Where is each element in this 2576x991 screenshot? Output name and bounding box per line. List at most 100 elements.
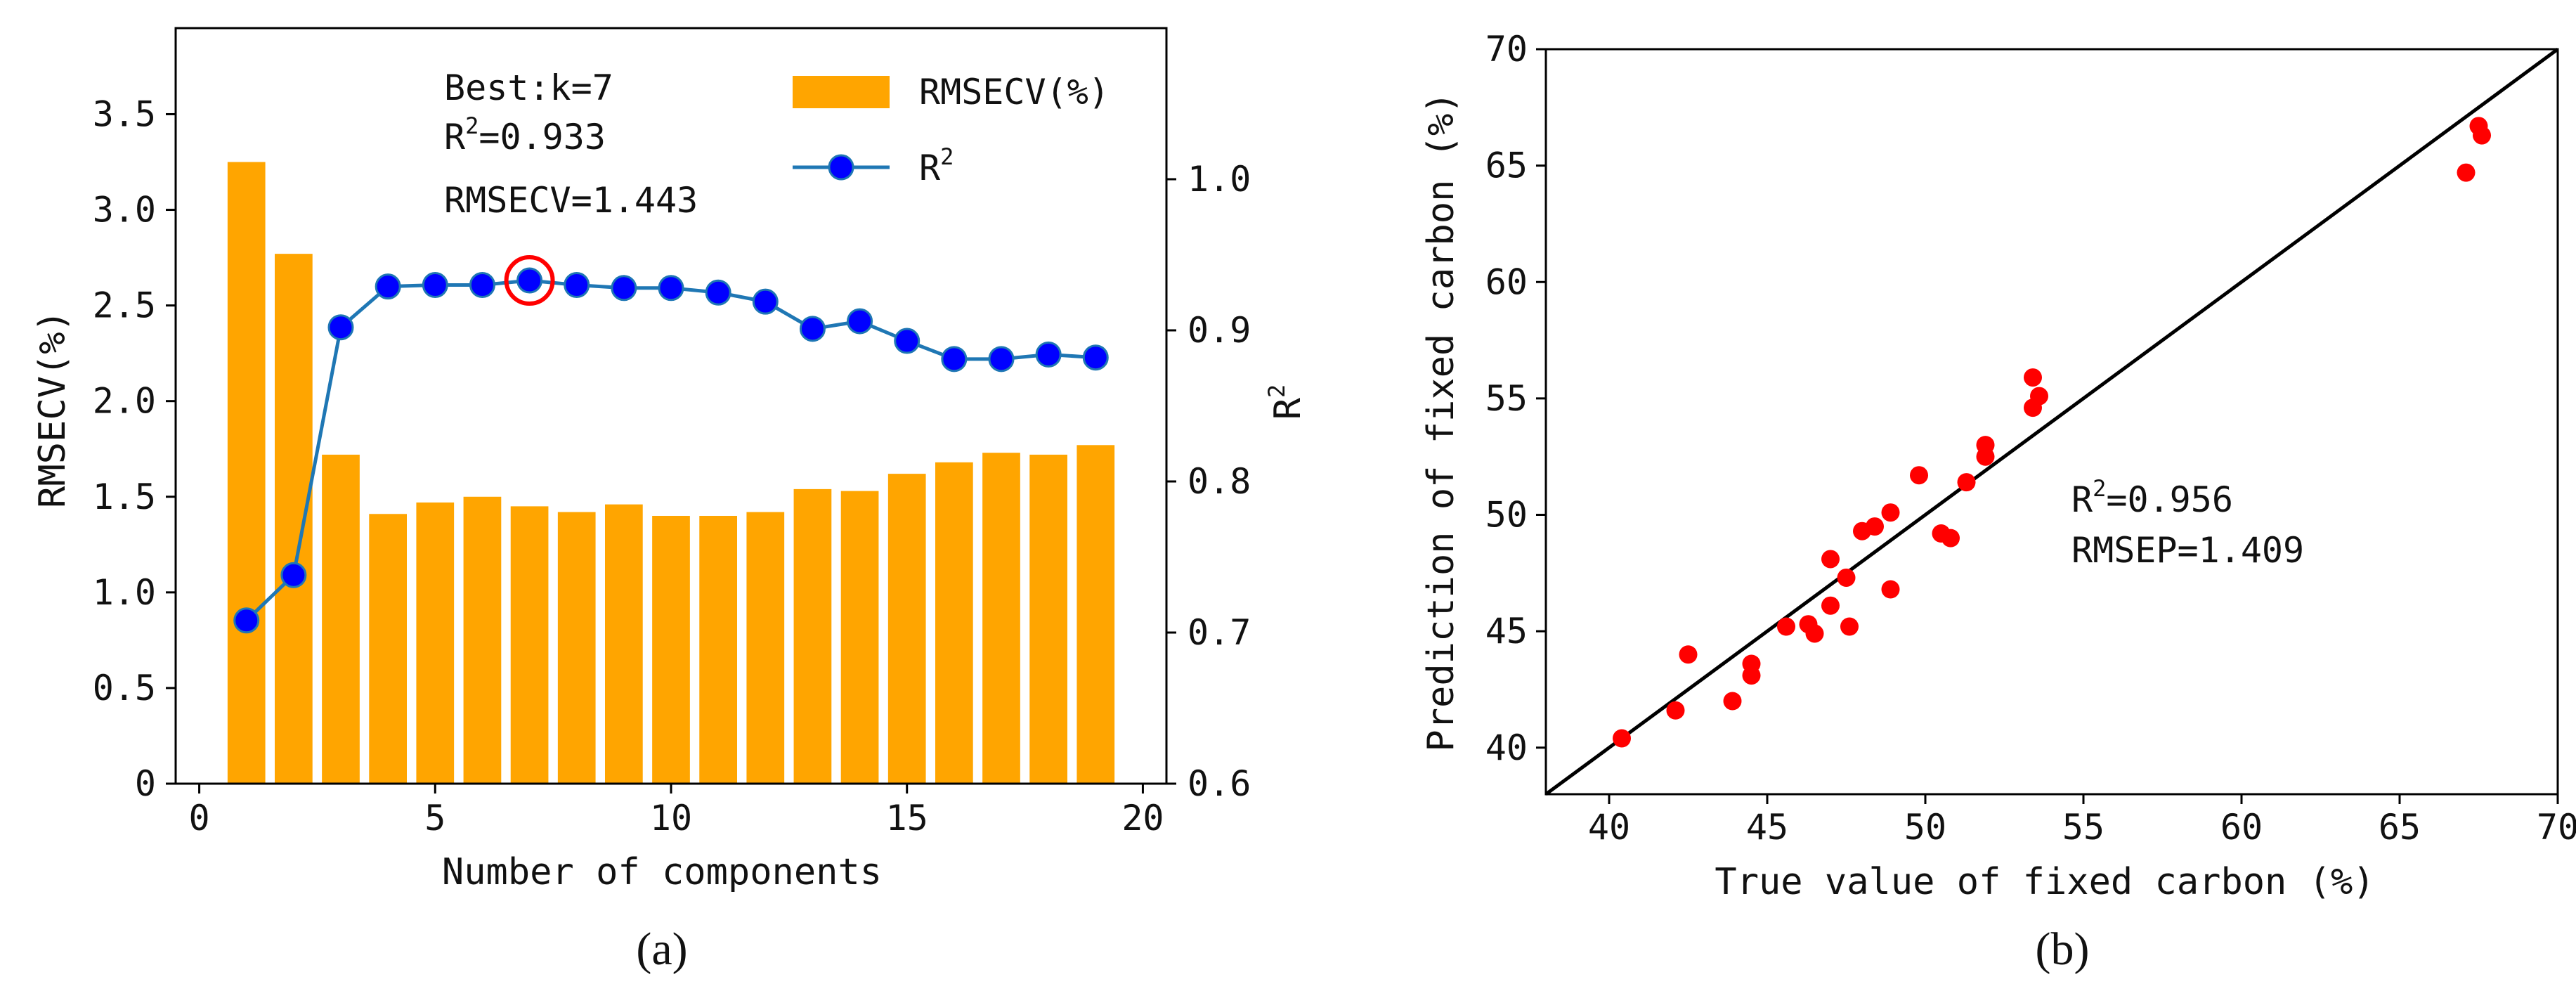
- y-left-tick-label: 0.5: [93, 668, 156, 708]
- rmsecv-bar: [1076, 445, 1115, 784]
- x-axis-label-a: Number of components: [442, 851, 882, 893]
- x-tick-label: 60: [2220, 807, 2263, 848]
- r2-point: [894, 328, 921, 354]
- x-axis-ticks-b: 40 45 50 55 60 65 70: [1588, 794, 2576, 848]
- y-right-tick-label: 0.7: [1188, 612, 1251, 653]
- y-left-tick-label: 3.5: [93, 93, 156, 134]
- r2-point: [422, 272, 448, 298]
- y-left-tick-label: 1.5: [93, 477, 156, 517]
- x-tick-label: 45: [1746, 807, 1788, 848]
- legend-swatch-rmsecv: [793, 76, 890, 108]
- caption-b: (b): [2036, 924, 2090, 975]
- rmsecv-bar: [369, 514, 407, 784]
- legend-label-rmsecv: RMSECV(%): [919, 72, 1110, 112]
- rmsecv-bar: [935, 462, 973, 784]
- scatter-point: [1941, 529, 1960, 548]
- r2-line-series: [233, 267, 1109, 634]
- rmsecv-bar: [557, 512, 596, 784]
- annotation-r2-b-base: R: [2071, 479, 2093, 520]
- r2-point: [516, 267, 543, 294]
- legend-label-r2-sup: 2: [940, 143, 954, 170]
- annotation-r2-a-sup: 2: [465, 112, 479, 139]
- best-k-circle: [504, 255, 555, 306]
- y-tick-label: 55: [1485, 378, 1528, 419]
- scatter-point: [1881, 580, 1900, 599]
- rmsecv-bar: [887, 474, 926, 784]
- y-axis-right-label-a: R2: [1263, 384, 1309, 420]
- r2-point: [469, 272, 495, 298]
- rmsecv-bar: [1029, 454, 1067, 784]
- identity-line-path: [1544, 47, 2559, 796]
- y-left-tick-label: 3.0: [93, 190, 156, 231]
- x-tick-label: 65: [2379, 807, 2421, 848]
- scatter-point: [1837, 568, 1856, 587]
- x-tick-label: 55: [2062, 807, 2105, 848]
- y-axis-ticks-b: 40 45 50 55 60 65 70: [1485, 29, 1546, 768]
- r2-point: [941, 346, 968, 373]
- y-left-tick-label: 0: [135, 763, 156, 804]
- annotation-r2-b-sup: 2: [2093, 475, 2106, 502]
- scatter-point: [1957, 473, 1976, 492]
- annotation-r2-a-base: R: [444, 117, 466, 157]
- rmsecv-bar: [510, 506, 549, 784]
- scatter-points: [1613, 117, 2491, 748]
- y-left-tick-label: 2.0: [93, 381, 156, 422]
- best-k-highlight: [504, 255, 555, 306]
- scatter-point: [1840, 617, 1859, 636]
- scatter-point: [1881, 503, 1900, 522]
- y-axis-right-label-base: R: [1267, 397, 1309, 420]
- y-right-tick-label: 0.9: [1188, 310, 1251, 351]
- rmsecv-bar: [463, 496, 502, 784]
- x-tick-label: 0: [189, 798, 210, 838]
- identity-line: [1544, 47, 2559, 796]
- rmsecv-bar: [605, 504, 643, 784]
- x-tick-label: 20: [1121, 798, 1164, 838]
- y-axis-left-label-a: RMSECV(%): [32, 310, 74, 508]
- scatter-point: [1742, 666, 1761, 685]
- rmsecv-bar: [322, 454, 360, 784]
- scatter-point: [1723, 692, 1742, 711]
- scatter-point: [2457, 163, 2476, 182]
- rmsecv-bar: [699, 515, 737, 784]
- rmsecv-bar: [416, 502, 455, 784]
- r2-point: [752, 288, 779, 315]
- r2-point: [611, 275, 637, 302]
- legend-label-r2-base: R: [919, 148, 941, 188]
- y-left-tick-label: 2.5: [93, 285, 156, 326]
- r2-point: [658, 275, 684, 302]
- y-axis-right-label-sup: 2: [1263, 384, 1290, 398]
- scatter-point: [1976, 447, 1995, 466]
- y-axis-left-ticks-a: 0 0.5 1.0 1.5 2.0 2.5 3.0 3.5: [93, 93, 176, 804]
- scatter-point: [1679, 645, 1698, 664]
- y-right-tick-label: 1.0: [1188, 159, 1251, 200]
- y-axis-right-ticks-a: 0.6 0.7 0.8 0.9 1.0: [1166, 159, 1251, 804]
- scatter-point: [1666, 701, 1685, 720]
- annotation-rmsep: RMSEP=1.409: [2071, 530, 2304, 571]
- plot-frame-b: [1544, 48, 2559, 796]
- scatter-point: [1821, 596, 1840, 615]
- r2-point: [705, 279, 731, 306]
- rmsecv-bar: [652, 515, 690, 784]
- best-k-annotation: Best:k=7 R2=0.933 RMSECV=1.443: [444, 67, 698, 221]
- legend-a: RMSECV(%) R2: [793, 72, 1110, 188]
- chart-b: 40 45 50 55 60 65 70 40 45 50 55 60 65 70 True value…: [1420, 29, 2576, 975]
- r2-point: [1035, 341, 1062, 368]
- r2-point: [327, 314, 354, 341]
- legend-label-r2: R2: [919, 143, 954, 188]
- annotation-r2-a-value: =0.933: [479, 117, 606, 157]
- r2-point: [564, 272, 590, 298]
- rmsecv-bar: [982, 453, 1020, 784]
- scatter-point: [1866, 517, 1884, 536]
- y-tick-label: 70: [1485, 29, 1528, 70]
- rmsecv-bar: [840, 491, 879, 784]
- rmsecv-bar: [793, 488, 832, 784]
- scatter-point: [2030, 387, 2048, 406]
- chart-a: 0 5 10 15 20 00.51.01.52.02.53.03.5 0.60.70.…: [32, 27, 1309, 975]
- x-tick-label: 10: [650, 798, 692, 838]
- y-tick-label: 50: [1485, 495, 1528, 536]
- annotation-r2-b: R2=0.956: [2071, 475, 2233, 520]
- y-tick-label: 45: [1485, 611, 1528, 652]
- annotation-rmsecv: RMSECV=1.443: [444, 180, 698, 221]
- y-right-tick-label: 0.8: [1188, 461, 1251, 502]
- annotation-best-k: Best:k=7: [444, 67, 613, 108]
